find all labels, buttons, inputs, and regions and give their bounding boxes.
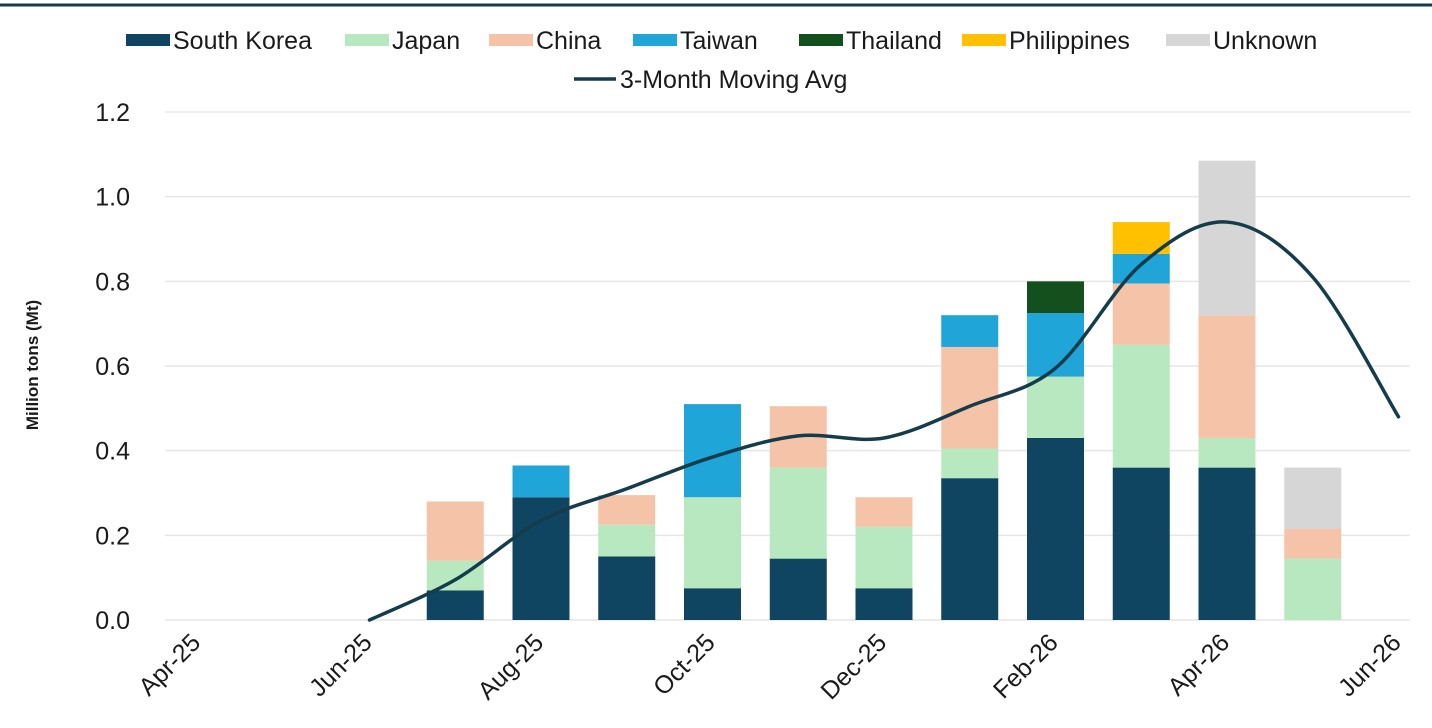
bar-japan xyxy=(1027,376,1084,438)
bar-south-korea xyxy=(598,556,656,620)
bar-unknown xyxy=(1284,467,1342,529)
y-tick-label: 0.2 xyxy=(95,522,130,550)
bar-china xyxy=(1112,283,1170,345)
legend-swatch xyxy=(345,34,389,46)
bar-taiwan xyxy=(1112,253,1170,284)
legend-label: Philippines xyxy=(1009,27,1130,55)
x-tick-label: Oct-25 xyxy=(648,628,721,701)
legend-swatch xyxy=(799,34,843,46)
y-tick-label: 0.0 xyxy=(95,607,130,635)
bar-south-korea xyxy=(1198,467,1256,620)
moving-average-path xyxy=(367,220,1401,622)
legend-label: Unknown xyxy=(1213,27,1317,55)
bar-south-korea xyxy=(941,478,999,620)
legend-swatch xyxy=(962,34,1006,46)
bar-south-korea xyxy=(1112,467,1170,620)
x-tick-label: Dec-25 xyxy=(815,628,892,705)
bar-japan xyxy=(1198,437,1256,468)
x-tick-label: Jun-25 xyxy=(304,628,378,702)
bar-japan xyxy=(1112,344,1170,468)
legend: South Korea Japan China Taiwan Thailand Phili… xyxy=(126,27,1317,94)
bar-south-korea xyxy=(855,588,913,620)
legend-label: China xyxy=(536,27,601,55)
bar-china xyxy=(1284,528,1342,559)
bar-unknown xyxy=(1198,160,1256,316)
legend-swatch xyxy=(489,34,533,46)
bar-china xyxy=(426,501,484,561)
bar-taiwan xyxy=(941,315,999,347)
bar-japan xyxy=(855,526,913,589)
bar-south-korea xyxy=(684,588,741,620)
bar-thailand xyxy=(1027,281,1084,314)
bar-japan xyxy=(684,497,741,589)
x-tick-label: Aug-25 xyxy=(472,628,549,705)
y-axis-ticks: 0.0 0.2 0.4 0.6 0.8 1.0 1.2 xyxy=(95,99,130,635)
bar-taiwan xyxy=(512,465,570,498)
x-tick-label: Jun-26 xyxy=(1333,628,1407,702)
x-tick-label: Apr-26 xyxy=(1162,628,1235,701)
legend-swatch xyxy=(1166,34,1210,46)
legend-label: South Korea xyxy=(173,27,312,55)
bar-south-korea xyxy=(769,558,827,620)
bar-south-korea xyxy=(512,497,570,620)
legend-label: Taiwan xyxy=(680,27,758,55)
bar-south-korea xyxy=(1027,437,1084,620)
x-tick-label: Apr-25 xyxy=(133,628,206,701)
legend-swatch xyxy=(633,34,677,46)
bar-japan xyxy=(1284,558,1342,620)
bar-japan xyxy=(598,524,656,557)
bar-china xyxy=(598,495,656,525)
y-tick-label: 0.6 xyxy=(95,353,130,381)
x-tick-label: Feb-26 xyxy=(988,628,1064,704)
moving-average-line xyxy=(367,220,1401,622)
bar-japan xyxy=(769,467,827,559)
y-tick-label: 1.2 xyxy=(95,99,130,127)
bar-south-korea xyxy=(426,590,484,620)
y-tick-label: 0.8 xyxy=(95,268,130,296)
y-axis-title: Million tons (Mt) xyxy=(23,300,42,430)
y-tick-label: 0.4 xyxy=(95,438,130,466)
legend-label: 3-Month Moving Avg xyxy=(620,66,847,94)
bars xyxy=(426,160,1342,620)
legend-label: Japan xyxy=(392,27,460,55)
legend-swatch xyxy=(126,34,170,46)
bar-china xyxy=(855,497,913,527)
x-axis-ticks: Apr-25 Jun-25 Aug-25 Oct-25 Dec-25 Feb-26 Apr-… xyxy=(133,628,1406,705)
y-tick-label: 1.0 xyxy=(95,184,130,212)
legend-label: Thailand xyxy=(846,27,942,55)
bar-japan xyxy=(941,448,999,479)
bar-china xyxy=(1198,315,1256,438)
